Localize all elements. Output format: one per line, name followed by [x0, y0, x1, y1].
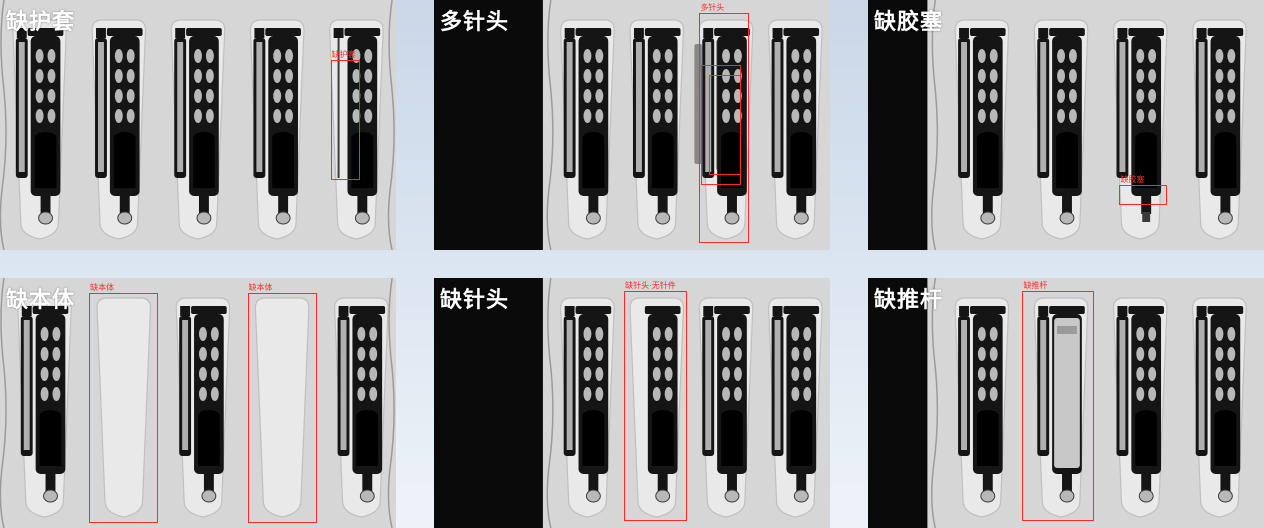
bbox-label: 缺护套 [332, 50, 356, 60]
panel-title: 缺护套 [6, 4, 75, 36]
bbox-label: 缺胶塞 [1120, 175, 1144, 185]
panel-title: 缺推杆 [874, 282, 943, 314]
panel-que-zhen-tou: 缺针头 缺针头·无针件 [434, 278, 830, 528]
panel-title: 多针头 [440, 4, 509, 36]
defect-grid: 缺护套 缺护套 多针头 多针头 缺胶塞 缺胶塞 缺本体 缺本体缺本体 缺针头 缺… [0, 0, 1264, 528]
detection-bbox: 缺本体 [248, 293, 317, 523]
detection-bbox: 缺推杆 [1022, 291, 1093, 521]
panel-que-ben-ti: 缺本体 缺本体缺本体 [0, 278, 396, 528]
detection-bbox: 缺护套 [331, 60, 361, 180]
panel-que-tui-gan: 缺推杆 缺推杆 [868, 278, 1264, 528]
panel-title: 缺胶塞 [874, 4, 943, 36]
detection-bbox: 缺胶塞 [1119, 185, 1167, 205]
xray-image-1 [434, 0, 830, 250]
panel-title: 缺本体 [6, 282, 75, 314]
panel-duo-zhen-tou: 多针头 多针头 [434, 0, 830, 250]
xray-image-3 [0, 278, 396, 528]
bbox-label: 多针头 [700, 3, 724, 13]
bbox-label: 缺本体 [249, 283, 273, 293]
panel-que-jiao-sai: 缺胶塞 缺胶塞 [868, 0, 1264, 250]
detection-bbox: 缺本体 [89, 293, 158, 523]
xray-image-2 [868, 0, 1264, 250]
detection-bbox [709, 75, 741, 175]
bbox-label: 缺针头·无针件 [625, 281, 676, 291]
detection-bbox: 缺针头·无针件 [624, 291, 687, 521]
bbox-label: 缺推杆 [1023, 281, 1047, 291]
panel-title: 缺针头 [440, 282, 509, 314]
bbox-label: 缺本体 [90, 283, 114, 293]
panel-que-hu-tao: 缺护套 缺护套 [0, 0, 396, 250]
